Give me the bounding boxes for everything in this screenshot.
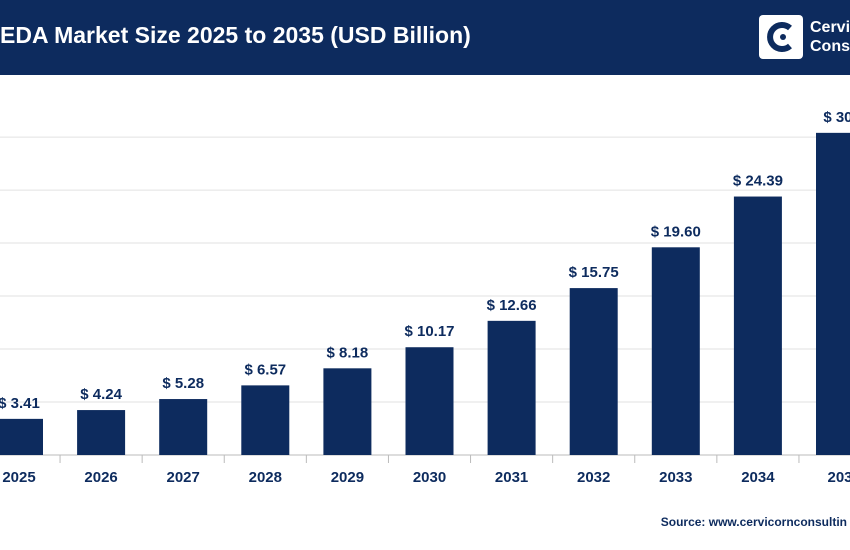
bar xyxy=(405,347,454,455)
bar xyxy=(159,399,208,455)
bar xyxy=(816,132,850,455)
x-tick-label: 2029 xyxy=(331,469,364,486)
brand-line: Cervic xyxy=(810,19,850,36)
logo-icon xyxy=(767,22,792,52)
bar xyxy=(323,368,372,455)
bar xyxy=(77,410,126,455)
brand-line: Consu xyxy=(810,38,850,55)
bar xyxy=(0,418,43,455)
value-label: $ 3.41 xyxy=(0,395,40,412)
x-tick-label: 2034 xyxy=(741,469,775,486)
logo-dot xyxy=(780,34,786,40)
x-tick-label: 2028 xyxy=(249,469,282,486)
bar xyxy=(733,196,782,455)
x-tick-label: 203 xyxy=(827,469,850,486)
value-label: $ 19.60 xyxy=(651,223,701,240)
x-tick-label: 2031 xyxy=(495,469,528,486)
x-tick-label: 2025 xyxy=(2,469,35,486)
x-tick-label: 2033 xyxy=(659,469,692,486)
x-tick-label: 2026 xyxy=(84,469,117,486)
value-label: $ 24.39 xyxy=(733,173,783,190)
value-label: $ 10.17 xyxy=(404,323,454,340)
bar xyxy=(241,385,290,455)
bar xyxy=(569,288,618,455)
value-label: $ 8.18 xyxy=(327,344,369,361)
source-note: Source: www.cervicornconsultin xyxy=(661,515,847,529)
x-tick-label: 2030 xyxy=(413,469,446,486)
bar xyxy=(651,247,700,455)
value-label: $ 30. xyxy=(823,109,850,126)
header-band xyxy=(0,0,850,75)
value-label: $ 6.57 xyxy=(244,361,286,378)
value-label: $ 4.24 xyxy=(80,386,122,403)
x-tick-label: 2027 xyxy=(167,469,200,486)
bar xyxy=(487,320,536,455)
value-label: $ 5.28 xyxy=(162,375,204,392)
value-label: $ 12.66 xyxy=(487,297,537,314)
x-tick-label: 2032 xyxy=(577,469,610,486)
value-label: $ 15.75 xyxy=(569,264,619,281)
chart-title: EDA Market Size 2025 to 2035 (USD Billio… xyxy=(0,22,471,48)
